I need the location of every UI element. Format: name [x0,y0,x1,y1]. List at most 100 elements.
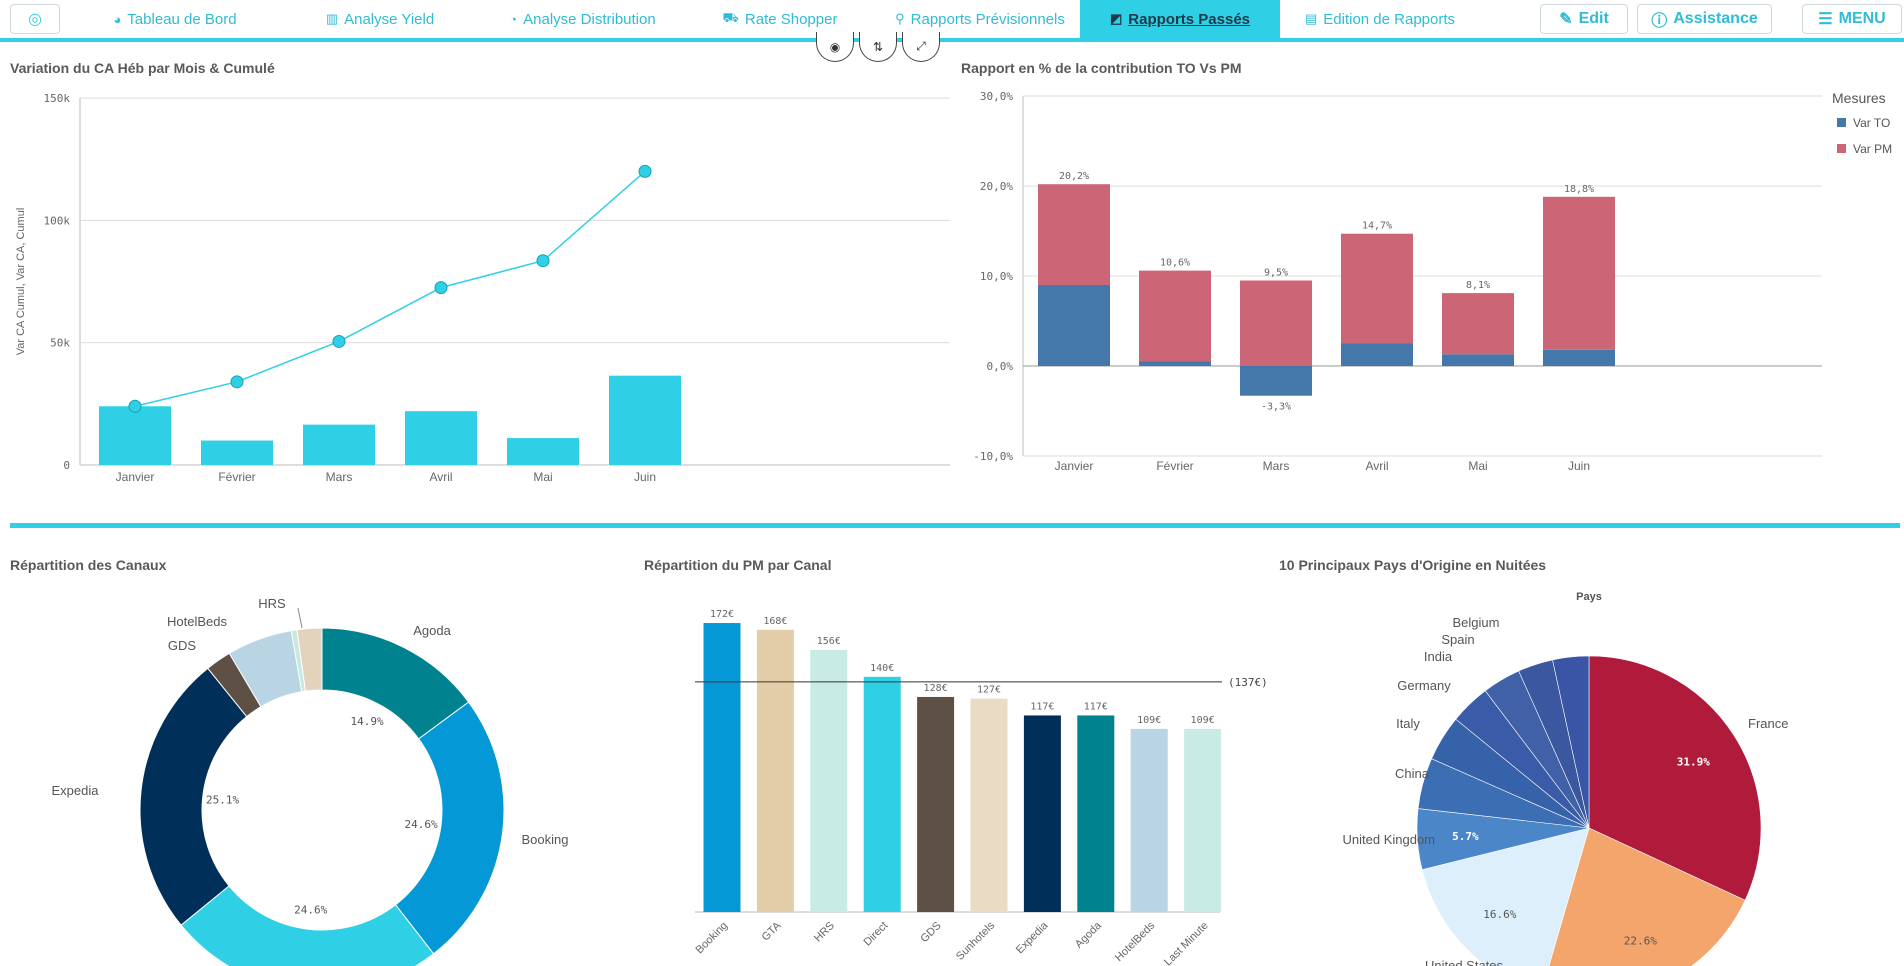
channel-donut-chart: 14.9% Agoda 24.6% Booking 24.6% 25.1% Expedia G… [52,596,569,966]
area-chart-icon: ◩ [1109,11,1123,26]
expand-icon: ⤢ [916,39,926,53]
x-tick-label: Janvier [116,470,155,484]
bar-var-ca [507,438,579,465]
x-tick-label: Janvier [1055,459,1094,473]
slice-name-label: GDS [168,638,197,653]
bar-var-to [1240,366,1312,396]
bar-pm-channel [1130,728,1168,912]
slice-pct-label: 31.9% [1677,755,1710,768]
chart4-title: Répartition du PM par Canal [644,557,832,573]
bar-pm-channel [1184,728,1222,912]
pie-slice-united-states [1421,827,1590,966]
line-cumul [134,170,646,408]
total-value-label: 8,1% [1466,280,1490,291]
cumul-point [638,164,652,178]
total-value-label: 20,2% [1059,171,1089,182]
x-tick-label: Février [1156,459,1193,473]
to-pm-contribution-chart: -10,0% 0,0% 10,0% 20,0% 30,0% 20,2% Janvier 10,… [973,90,1892,473]
country-name-label: United Kingdom [1343,832,1436,847]
slice-name-label: Expedia [52,783,100,798]
y-tick-label: 10,0% [980,270,1013,283]
bar-var-to [1341,343,1413,366]
bar-var-pm [1341,233,1413,344]
bar-pm-channel [703,623,741,912]
pie-slice-france [1588,655,1762,901]
bar-pm-channel [863,676,901,912]
assistance-button[interactable]: ⓘ Assistance [1637,4,1772,34]
x-tick-label: GDS [918,920,943,945]
reference-label: (137€) [1228,676,1268,689]
tab-analyse-distribution[interactable]: ◔ Analyse Distribution [509,10,656,28]
pie-slice-spain [1548,827,1746,966]
bar-chart-icon: ▥ [325,11,339,26]
y-tick-label: 100k [44,214,71,227]
bar-value-label: 128€ [924,683,948,694]
x-tick-label: Avril [1365,459,1388,473]
pencil-icon: ✎ [1559,11,1573,28]
x-tick-label: Juin [634,470,656,484]
x-tick-label: Mai [533,470,552,484]
bar-var-ca [201,440,273,465]
x-tick-label: Expedia [1014,919,1051,956]
hrs-leader-line [297,607,303,629]
tab-analyse-yield[interactable]: ▥ Analyse Yield [325,10,435,28]
x-tick-label: HotelBeds [1113,919,1158,964]
country-name-label: France [1748,716,1788,731]
country-name-label: Italy [1396,716,1420,731]
country-name-label: China [1395,766,1430,781]
slice-name-label: Booking [522,832,569,847]
pie-slice-belgium [1552,655,1590,829]
tab-rate-shopper[interactable]: ⛟ Rate Shopper [722,10,838,28]
bar-value-label: 117€ [1030,701,1054,712]
cumul-point [536,254,550,268]
slice-pct-label: 25.1% [206,794,239,807]
tab-tableau-de-bord[interactable]: ◕ Tableau de Bord [113,10,237,28]
y-tick-label: 30,0% [980,90,1013,103]
pie-subtitle: Pays [1576,591,1602,603]
tab-rapports-passes[interactable]: ◩ Rapports Passés [1080,0,1280,38]
home-compass-button[interactable]: ◎ [10,4,60,34]
pie-chart-icon: ◔ [509,11,518,27]
x-tick-label: Avril [429,470,452,484]
snapshot-button[interactable]: ◉ [816,32,854,62]
binoculars-icon: ⚲ [895,11,905,26]
country-name-label: Belgium [1453,615,1500,630]
tab-edition-de-rapports[interactable]: ▤ Edition de Rapports [1304,10,1456,28]
legend-swatch-var-pm [1837,144,1846,153]
chart2-title: Rapport en % de la contribution TO Vs PM [961,60,1242,76]
x-tick-label: Booking [694,920,731,957]
bar-value-label: 168€ [763,616,787,627]
country-name-label: India [1424,649,1453,664]
edit-button[interactable]: ✎ Edit [1540,4,1628,34]
chart1-title: Variation du CA Héb par Mois & Cumulé [10,60,275,76]
bar-value-label: 109€ [1191,715,1215,726]
book-icon: ▤ [1304,11,1318,26]
slice-pct-label: 24.6% [404,818,437,831]
bar-var-to [1038,285,1110,366]
slice-pct-label: 5.7% [1452,830,1479,843]
slice-name-label: HotelBeds [167,614,227,629]
cumul-point [332,334,346,348]
section-divider [10,523,1900,528]
menu-button[interactable]: ☰ MENU [1802,4,1902,34]
total-value-label: 10,6% [1160,258,1190,269]
compass-icon: ◎ [28,11,42,28]
expand-button[interactable]: ⤢ [902,32,940,62]
total-value-label: 9,5% [1264,268,1288,279]
y-tick-label: 0,0% [987,360,1014,373]
cumul-point [128,399,142,413]
adjust-button[interactable]: ⇅ [859,32,897,62]
bar-var-pm [1240,280,1312,366]
tab-rapports-previsionnels[interactable]: ⚲ Rapports Prévisionnels [895,10,1065,28]
y-tick-label: 0 [63,459,70,472]
y-axis-title: Var CA Cumul, Var CA, Cumul [15,208,27,356]
bar-var-pm [1543,196,1615,350]
bar-var-to [1139,361,1211,366]
negative-value-label: -3,3% [1261,402,1291,413]
y-tick-label: 20,0% [980,180,1013,193]
bar-value-label: 127€ [977,685,1001,696]
x-tick-label: Agoda [1073,919,1105,951]
chart5-title: 10 Principaux Pays d'Origine en Nuitées [1279,557,1547,573]
cart-icon: ⛟ [722,10,739,25]
bar-value-label: 109€ [1137,715,1161,726]
